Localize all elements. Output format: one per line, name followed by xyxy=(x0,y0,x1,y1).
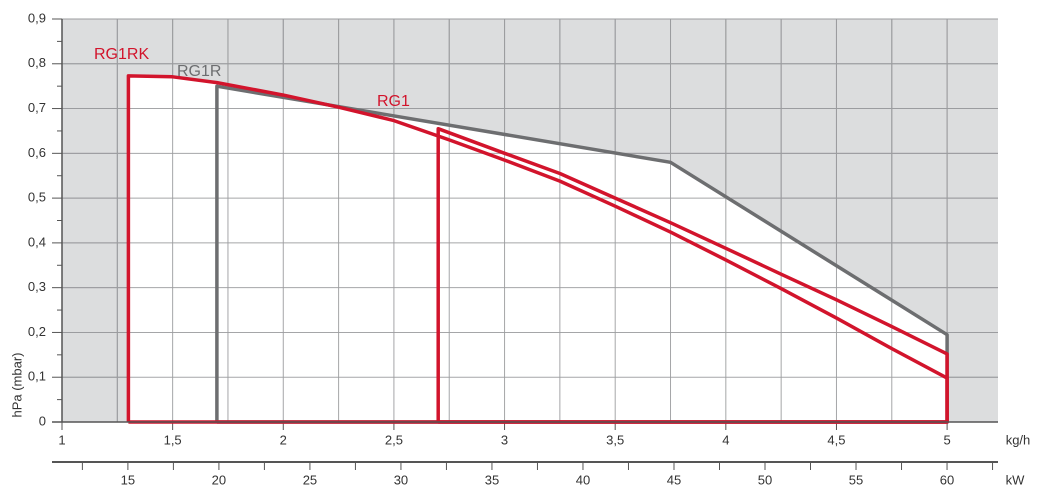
x-tick-label: 3,5 xyxy=(606,432,624,447)
y-tick-label: 0,3 xyxy=(28,279,46,294)
series-label: RG1 xyxy=(377,93,410,110)
x-tick-label: 4 xyxy=(722,432,729,447)
y-tick-label: 0,7 xyxy=(28,100,46,115)
x2-tick-label: 60 xyxy=(940,472,954,487)
y-tick-label: 0,6 xyxy=(28,145,46,160)
y-tick-label: 0,1 xyxy=(28,369,46,384)
x2-tick-label: 15 xyxy=(121,472,135,487)
y-axis-title: hPa (mbar) xyxy=(9,352,24,417)
x2-tick-label: 55 xyxy=(849,472,863,487)
x2-tick-label: 20 xyxy=(212,472,226,487)
x2-tick-label: 35 xyxy=(485,472,499,487)
series-line xyxy=(436,126,949,424)
series-label: RG1R xyxy=(177,63,221,80)
y-tick-label: 0,2 xyxy=(28,324,46,339)
y-tick-label: 0,9 xyxy=(28,10,46,25)
y-tick-label: 0,8 xyxy=(28,55,46,70)
x2-tick-label: 40 xyxy=(576,472,590,487)
x2-tick-label: 50 xyxy=(758,472,772,487)
series-line xyxy=(126,74,949,424)
x-tick-label: 3 xyxy=(501,432,508,447)
x-axis-title: kg/h xyxy=(1006,432,1031,447)
series-label: RG1RK xyxy=(94,46,149,63)
x2-axis-title: kW xyxy=(1006,472,1026,487)
working-area xyxy=(438,128,948,422)
y-tick-label: 0,4 xyxy=(28,234,46,249)
x-tick-label: 2 xyxy=(280,432,287,447)
x-tick-label: 1 xyxy=(58,432,65,447)
x2-tick-label: 25 xyxy=(303,472,317,487)
x2-tick-label: 45 xyxy=(667,472,681,487)
y-tick-label: 0 xyxy=(39,413,46,428)
x-tick-label: 1,5 xyxy=(164,432,182,447)
x-tick-label: 4,5 xyxy=(827,432,845,447)
x-tick-label: 5 xyxy=(943,432,950,447)
x-tick-label: 2,5 xyxy=(385,432,403,447)
x2-tick-label: 30 xyxy=(394,472,408,487)
y-tick-label: 0,5 xyxy=(28,190,46,205)
